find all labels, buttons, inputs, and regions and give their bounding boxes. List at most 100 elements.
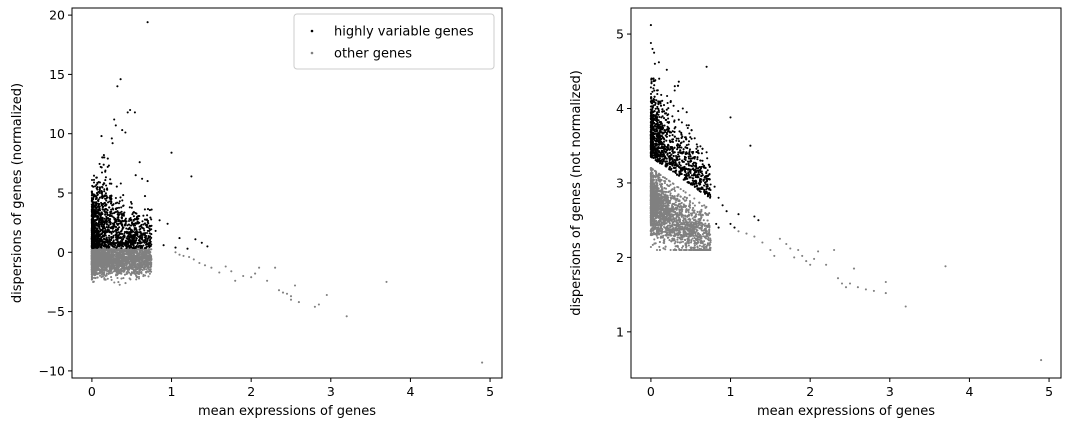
data-point-highly-variable xyxy=(129,240,133,244)
data-point-highly-variable xyxy=(97,225,100,228)
data-point-other xyxy=(110,269,113,273)
data-point-other xyxy=(281,291,285,294)
data-point-highly-variable xyxy=(99,239,102,242)
data-point-other xyxy=(147,258,150,261)
data-point-highly-variable xyxy=(92,178,96,181)
data-point-highly-variable xyxy=(100,171,104,174)
data-point-other xyxy=(150,257,153,261)
data-point-highly-variable xyxy=(98,191,101,195)
data-point-other xyxy=(101,275,105,278)
data-point-highly-variable xyxy=(103,217,106,220)
data-point-other xyxy=(138,258,141,261)
data-point-highly-variable xyxy=(147,234,150,238)
data-point-highly-variable xyxy=(129,243,132,246)
data-point-other xyxy=(120,249,123,252)
data-point-other xyxy=(109,255,112,258)
data-point-highly-variable xyxy=(114,208,118,211)
data-point-other xyxy=(129,256,132,259)
data-point-highly-variable xyxy=(132,236,135,239)
data-point-highly-variable xyxy=(145,223,148,226)
data-point-highly-variable xyxy=(150,236,153,239)
data-point-highly-variable xyxy=(120,206,123,209)
data-point-other xyxy=(105,274,108,277)
data-point-other xyxy=(93,251,96,254)
data-point-highly-variable xyxy=(108,196,111,199)
data-point-other xyxy=(109,272,112,275)
data-point-highly-variable xyxy=(108,245,111,249)
data-point-highly-variable xyxy=(107,217,110,220)
data-point-other xyxy=(130,249,133,252)
data-point-highly-variable xyxy=(170,151,173,154)
data-point-highly-variable xyxy=(110,226,113,229)
data-point-highly-variable xyxy=(146,226,149,229)
data-point-highly-variable xyxy=(96,182,99,185)
data-point-other xyxy=(91,259,94,262)
data-point-highly-variable xyxy=(116,239,119,243)
data-point-highly-variable xyxy=(131,223,134,226)
data-point-highly-variable xyxy=(142,239,145,242)
data-point-highly-variable xyxy=(123,236,126,239)
data-point-highly-variable xyxy=(110,214,113,218)
data-point-highly-variable xyxy=(135,237,138,240)
data-point-highly-variable xyxy=(143,229,146,232)
data-point-highly-variable xyxy=(154,229,157,232)
data-point-highly-variable xyxy=(131,213,134,216)
data-point-other xyxy=(105,266,108,269)
data-point-highly-variable xyxy=(99,245,102,248)
data-point-highly-variable xyxy=(174,246,177,249)
data-point-highly-variable xyxy=(128,240,131,243)
data-point-highly-variable xyxy=(125,240,128,243)
data-point-other xyxy=(149,269,152,272)
data-point-other xyxy=(106,254,109,258)
data-point-highly-variable xyxy=(142,223,145,226)
data-point-other xyxy=(120,265,123,268)
data-point-highly-variable xyxy=(93,229,96,232)
data-point-other xyxy=(119,261,122,264)
data-point-other xyxy=(126,272,129,275)
data-point-highly-variable xyxy=(136,218,139,221)
data-point-highly-variable xyxy=(141,245,144,248)
data-point-other xyxy=(101,257,104,260)
data-point-other xyxy=(137,248,140,251)
data-point-other xyxy=(101,248,104,251)
data-point-highly-variable xyxy=(141,177,144,180)
data-point-highly-variable xyxy=(162,244,165,247)
data-point-highly-variable xyxy=(139,236,142,239)
data-point-highly-variable xyxy=(100,217,104,220)
data-point-other xyxy=(115,253,118,256)
data-point-other xyxy=(687,211,690,214)
data-point-highly-variable xyxy=(106,240,110,244)
data-point-highly-variable xyxy=(113,212,116,215)
data-point-other xyxy=(128,250,131,253)
data-point-other xyxy=(94,253,97,256)
data-point-highly-variable xyxy=(133,226,136,230)
data-point-other xyxy=(178,253,181,256)
data-point-other xyxy=(708,212,711,215)
data-point-highly-variable xyxy=(136,242,139,245)
data-point-highly-variable xyxy=(102,183,105,186)
data-point-highly-variable xyxy=(128,218,131,221)
data-point-other xyxy=(121,260,124,263)
data-point-other xyxy=(144,274,147,277)
data-point-highly-variable xyxy=(145,246,148,249)
data-point-highly-variable xyxy=(143,218,147,221)
data-point-highly-variable xyxy=(121,199,124,202)
data-point-other xyxy=(701,245,704,248)
data-point-highly-variable xyxy=(123,223,126,226)
data-point-other xyxy=(121,251,124,254)
data-point-highly-variable xyxy=(112,239,115,242)
legend-entry: other genes xyxy=(334,47,412,62)
data-point-highly-variable xyxy=(136,231,139,235)
data-point-other xyxy=(96,267,99,270)
data-point-highly-variable xyxy=(144,238,147,241)
data-point-highly-variable xyxy=(144,232,147,235)
data-point-other xyxy=(681,246,684,249)
data-point-other xyxy=(142,251,145,254)
data-point-highly-variable xyxy=(117,202,121,205)
data-point-highly-variable xyxy=(96,232,99,236)
data-point-other xyxy=(116,276,119,280)
data-point-highly-variable xyxy=(142,214,145,217)
data-point-other xyxy=(345,315,348,318)
data-point-highly-variable xyxy=(137,231,141,234)
data-point-other xyxy=(110,262,113,265)
